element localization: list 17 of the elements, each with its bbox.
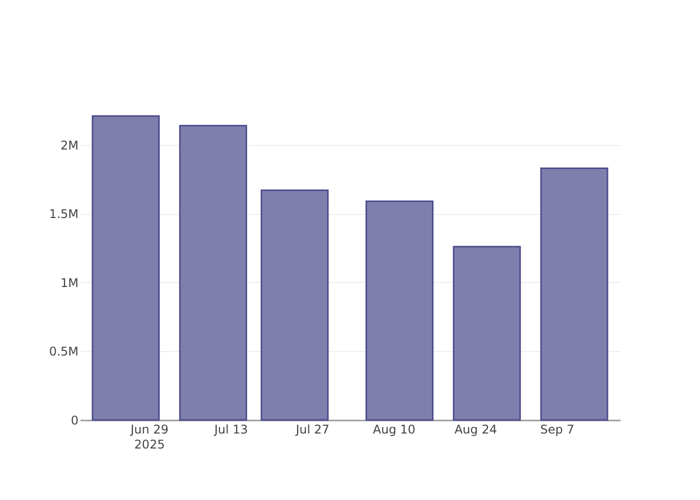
y-tick-label: 2M [60,138,78,152]
y-tick-label: 0 [70,414,78,428]
x-tick-label: Jul 27 [294,422,330,436]
x-tick-label: Sep 7 [540,422,574,436]
x-tick-label: Jul 13 [213,422,248,436]
bar [366,200,434,421]
y-tick-label: 1.5M [49,207,78,222]
x-tick-label: Aug 24 [454,422,497,436]
bar [540,168,608,421]
bar [179,124,248,421]
bar [260,190,329,421]
y-tick-label: 1M [60,276,78,290]
x-tick-label: Jun 29 2025 [130,422,168,452]
bar [452,246,521,421]
y-tick-label: 0.5M [49,344,78,359]
bar [92,115,160,421]
x-tick-label: Aug 10 [372,422,416,436]
